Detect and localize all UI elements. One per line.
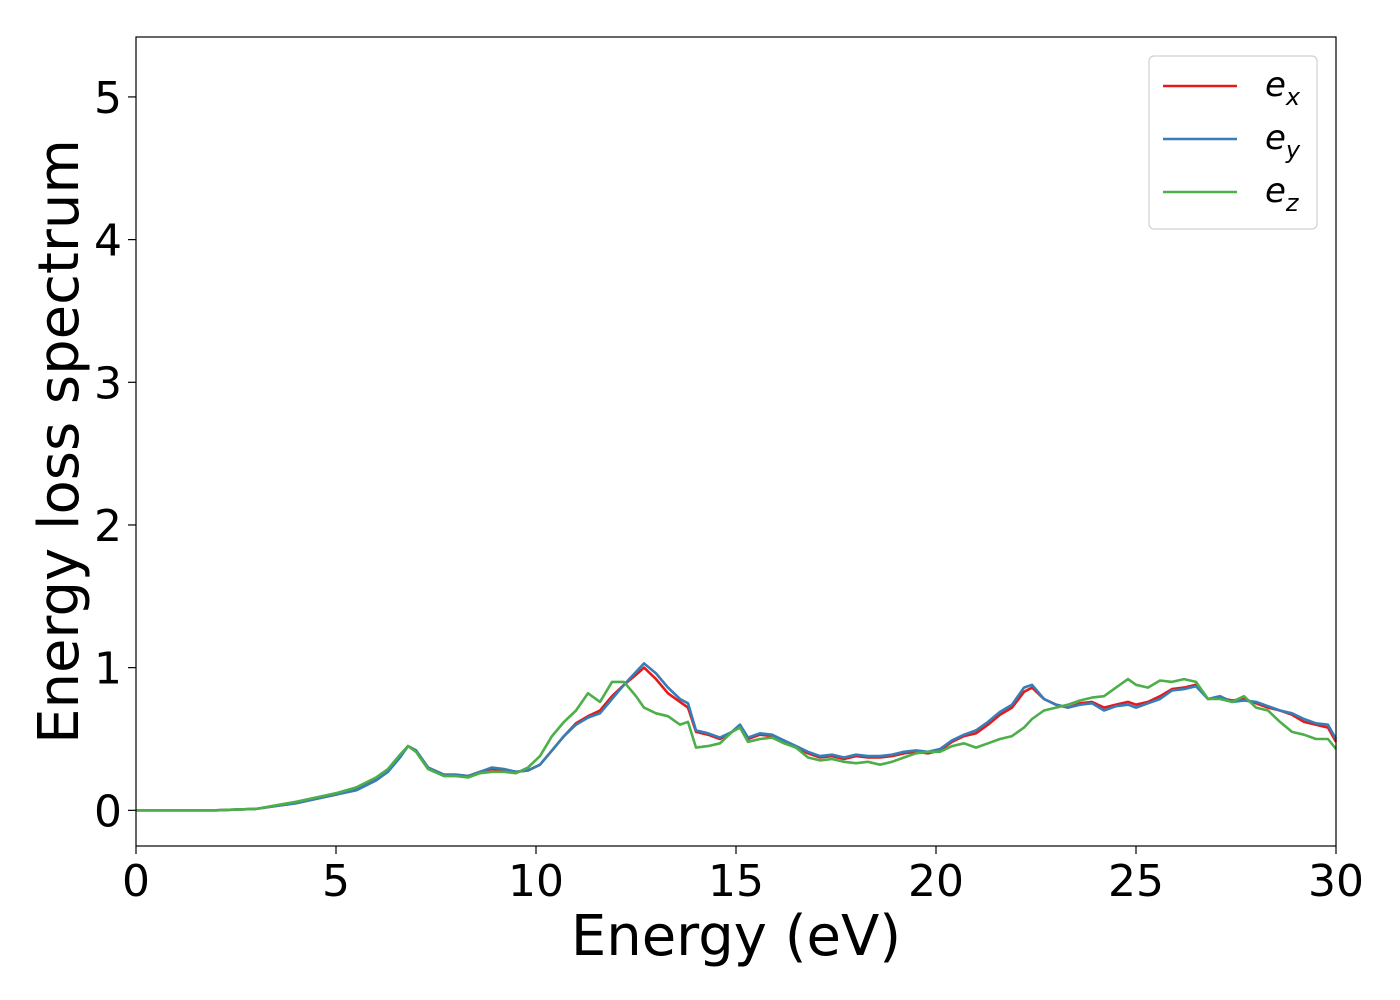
x-tick-label: 5 (322, 856, 350, 907)
x-axis-ticks: 0 5 10 15 20 25 30 (122, 846, 1364, 907)
series-line-e-z (136, 677, 1338, 812)
y-tick-label: 2 (94, 501, 122, 552)
x-tick-label: 30 (1308, 856, 1364, 907)
x-tick-label: 20 (908, 856, 964, 907)
y-axis-label: Energy loss spectrum (27, 139, 92, 744)
y-tick-label: 3 (94, 358, 122, 409)
legend-label-e-z: ez (1265, 171, 1300, 217)
legend-label-e-x: ex (1265, 65, 1301, 111)
x-tick-label: 0 (122, 856, 150, 907)
series-line-e-y (136, 662, 1338, 812)
legend: ex ey ez (1148, 55, 1318, 230)
legend-label-e-y: ey (1265, 118, 1301, 164)
legend-box (1148, 55, 1318, 230)
x-tick-label: 25 (1108, 856, 1164, 907)
y-tick-label: 4 (94, 216, 122, 267)
y-tick-label: 0 (94, 786, 122, 837)
y-tick-label: 1 (94, 644, 122, 695)
y-axis-ticks: 0 1 2 3 4 5 (94, 73, 136, 837)
x-tick-label: 10 (508, 856, 564, 907)
y-tick-label: 5 (94, 73, 122, 124)
x-axis-label: Energy (eV) (571, 904, 901, 969)
series-layer (136, 662, 1338, 812)
x-tick-label: 15 (708, 856, 764, 907)
